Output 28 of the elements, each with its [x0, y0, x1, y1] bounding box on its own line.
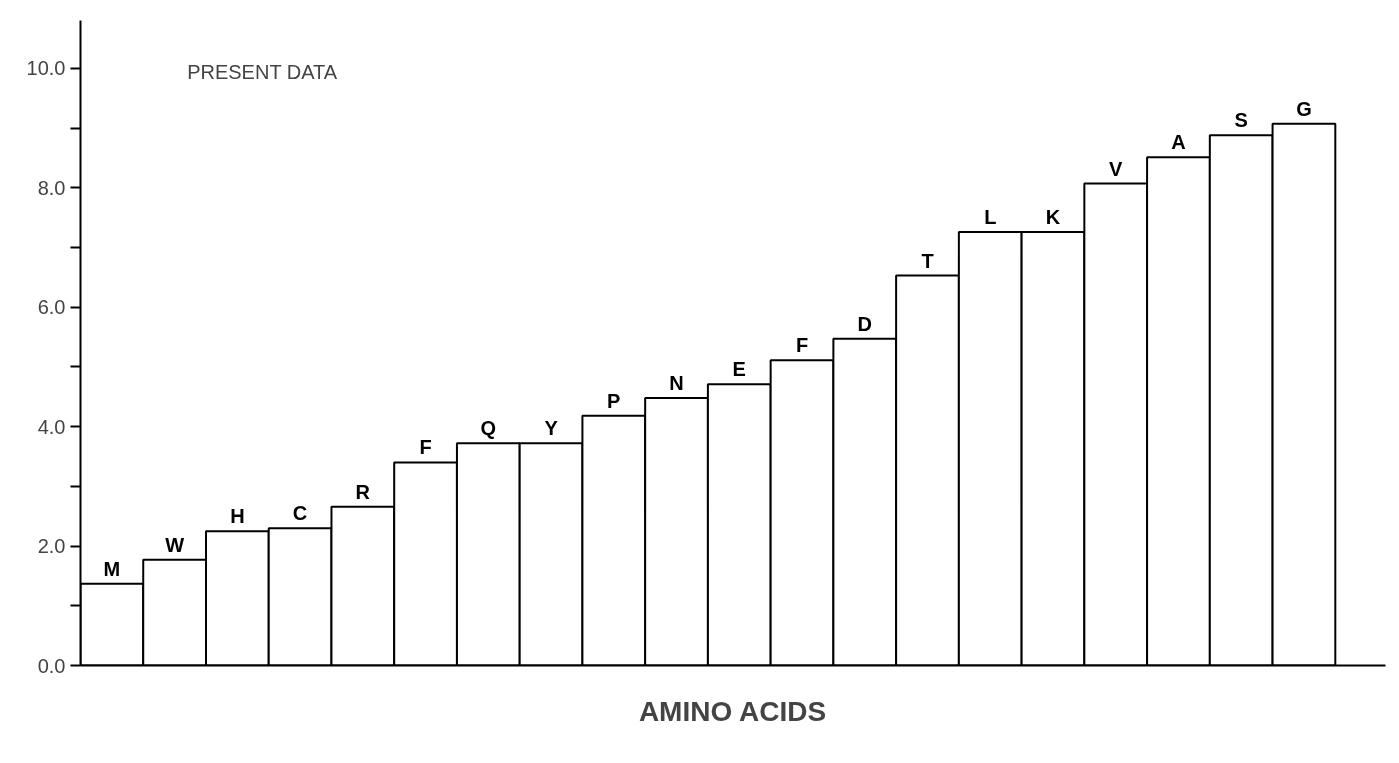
y-tick-label: 4.0 — [37, 415, 66, 438]
y-tick-label: 8.0 — [37, 176, 66, 199]
x-tick-label: T — [921, 249, 934, 272]
x-tick-label: A — [1171, 131, 1186, 154]
y-tick-label: 6.0 — [37, 296, 66, 319]
y-tick-label: 2.0 — [37, 535, 66, 558]
x-tick-label: E — [732, 358, 746, 381]
x-tick-label: N — [669, 371, 684, 394]
x-tick-label: H — [230, 505, 245, 528]
x-tick-label: V — [1109, 157, 1124, 180]
x-axis-title: AMINO ACIDS — [638, 695, 827, 727]
x-tick-label: C — [292, 502, 308, 525]
x-tick-label: L — [984, 205, 997, 228]
x-tick-label: R — [355, 480, 371, 503]
y-tick-label: 0.0 — [37, 654, 66, 677]
y-tick-label: 10.0 — [26, 57, 66, 80]
x-tick-label: Y — [544, 417, 559, 440]
x-tick-label: D — [857, 312, 872, 335]
x-tick-label: F — [419, 436, 432, 459]
x-tick-label: Q — [480, 417, 497, 440]
x-tick-label: S — [1234, 109, 1248, 132]
x-tick-label: F — [795, 334, 809, 357]
x-tick-label: W — [165, 533, 185, 556]
x-tick-label: P — [607, 389, 621, 412]
annotation: PRESENT DATA — [187, 61, 338, 84]
x-tick-label: K — [1045, 205, 1061, 228]
x-tick-label: M — [103, 557, 121, 580]
x-tick-label: G — [1296, 97, 1312, 120]
